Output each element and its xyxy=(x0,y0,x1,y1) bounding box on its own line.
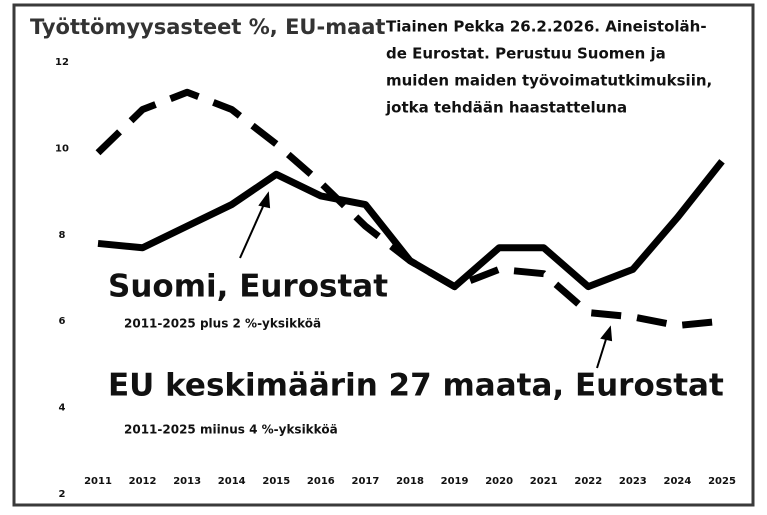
x-tick-label: 2017 xyxy=(352,476,380,487)
x-tick-label: 2023 xyxy=(619,476,647,487)
x-tick-label: 2012 xyxy=(129,476,157,487)
x-tick-label: 2019 xyxy=(441,476,469,487)
note-line: Tiainen Pekka 26.2.2026. Aineistoläh- xyxy=(386,18,707,36)
x-tick-label: 2020 xyxy=(485,476,513,487)
chart-title: Työttömyysasteet %, EU-maat xyxy=(30,15,385,39)
x-tick-label: 2011 xyxy=(84,476,112,487)
y-tick-label: 6 xyxy=(59,316,66,327)
x-tick-label: 2024 xyxy=(664,476,692,487)
note-line: muiden maiden työvoimatutkimuksiin, xyxy=(386,72,712,90)
arrow-head xyxy=(600,325,613,342)
series-label: Suomi, Eurostat xyxy=(108,269,388,305)
x-tick-label: 2013 xyxy=(173,476,201,487)
y-tick-label: 12 xyxy=(55,57,69,68)
y-tick-label: 4 xyxy=(59,403,66,414)
y-tick-label: 10 xyxy=(55,143,69,154)
y-tick-label: 2 xyxy=(59,489,66,500)
series-subtitle: 2011-2025 miinus 4 %-yksikköä xyxy=(124,423,338,437)
x-tick-label: 2015 xyxy=(262,476,290,487)
arrow xyxy=(596,335,608,369)
series-label: EU keskimäärin 27 maata, Eurostat xyxy=(108,368,724,404)
x-tick-label: 2022 xyxy=(574,476,602,487)
note-line: de Eurostat. Perustuu Suomen ja xyxy=(386,45,666,63)
arrow-head xyxy=(258,191,271,209)
line-series xyxy=(95,88,723,330)
x-tick-label: 2016 xyxy=(307,476,335,487)
arrows xyxy=(239,191,613,369)
x-tick-label: 2025 xyxy=(708,476,736,487)
note-line: jotka tehdään haastatteluna xyxy=(385,99,627,117)
x-tick-label: 2018 xyxy=(396,476,424,487)
frame xyxy=(12,3,755,507)
y-tick-label: 8 xyxy=(59,230,66,241)
arrow xyxy=(239,201,266,259)
x-tick-label: 2021 xyxy=(530,476,558,487)
x-tick-label: 2014 xyxy=(218,476,246,487)
series-subtitle: 2011-2025 plus 2 %-yksikköä xyxy=(124,317,321,331)
